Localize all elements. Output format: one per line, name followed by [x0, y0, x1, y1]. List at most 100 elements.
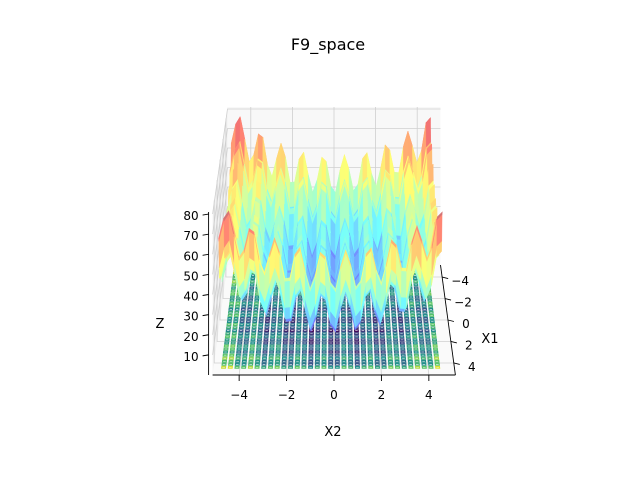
contour-ring [413, 350, 419, 354]
contour-ring [373, 341, 379, 345]
contour-ring [250, 277, 256, 281]
contour-ring [354, 362, 360, 366]
contour-ring [274, 362, 280, 366]
x1-tick-label: 2 [465, 338, 473, 352]
contour-ring [230, 289, 236, 293]
contour-ring [235, 298, 241, 302]
z-tick [202, 294, 209, 296]
contour-ring [398, 323, 404, 326]
contour-ring [277, 326, 283, 330]
contour-ring [289, 335, 295, 339]
contour-ring [264, 329, 270, 333]
contour-ring [259, 307, 265, 311]
contour-ring [248, 353, 255, 357]
contour-ring [296, 317, 302, 320]
contour-ring [425, 341, 431, 345]
contour-ring [385, 320, 391, 323]
contour-ring [282, 347, 288, 351]
contour-ring [276, 332, 282, 336]
contour-ring [417, 326, 423, 330]
contour-ring [308, 338, 314, 342]
contour-ring [341, 314, 346, 317]
contour-ring [254, 298, 260, 302]
contour-ring [238, 332, 244, 336]
contour-ring [334, 362, 340, 366]
contour-ring [264, 326, 270, 330]
contour-ring [390, 304, 396, 308]
contour-ring [428, 304, 434, 308]
contour-ring [241, 304, 247, 308]
contour-ring [423, 320, 429, 323]
contour-ring [347, 335, 353, 339]
contour-ring [295, 347, 301, 351]
z-gridline [212, 108, 441, 215]
x1-tick-label: −2 [454, 296, 472, 310]
contour-ring [223, 344, 230, 348]
contour-ring [229, 353, 235, 357]
contour-ring [328, 329, 334, 333]
contour-ring [384, 310, 390, 314]
contour-ring [228, 304, 234, 308]
contour-ring [252, 320, 258, 323]
contour-ring [348, 365, 354, 369]
z-tick-label: 10 [183, 350, 198, 364]
contour-ring [250, 274, 256, 278]
x1-tick-label: −4 [451, 274, 469, 288]
contour-ring [232, 323, 238, 326]
contour-ring [269, 338, 275, 342]
contour-ring [249, 280, 255, 284]
contour-ring [247, 365, 254, 369]
contour-ring [240, 310, 246, 314]
contour-ring [360, 320, 365, 323]
contour-ring [334, 332, 340, 336]
contour-ring [348, 359, 354, 363]
contour-ring [289, 347, 294, 351]
contour-ring [243, 338, 250, 342]
x1-gridline [222, 139, 445, 299]
contour-ring [391, 320, 397, 323]
contour-ring [341, 304, 346, 308]
contour-ring [361, 350, 366, 354]
contour-ring [288, 362, 294, 366]
contour-ring [414, 292, 420, 296]
surface-facet [320, 254, 326, 287]
contour-ring [340, 310, 346, 314]
contour-ring [381, 362, 387, 366]
contour-ring [257, 329, 263, 333]
contour-ring [400, 356, 407, 360]
contour-ring [412, 277, 418, 281]
contour-ring [234, 307, 240, 311]
contour-ring [361, 359, 367, 363]
contour-ring [261, 362, 267, 366]
surface-facet [288, 228, 294, 247]
z-tick-label: 80 [183, 209, 198, 223]
contour-ring [391, 323, 397, 326]
contour-ring [385, 323, 391, 326]
contour-ring [315, 344, 321, 348]
contour-ring [271, 320, 277, 323]
contour-ring [409, 304, 415, 308]
contour-ring [373, 338, 379, 342]
contour-ring [361, 365, 367, 369]
contour-ring [419, 341, 425, 345]
contour-ring [410, 314, 416, 317]
contour-ring [255, 359, 261, 363]
contour-ring [341, 365, 347, 369]
contour-ring [374, 353, 380, 357]
contour-ring [302, 341, 308, 345]
contour-ring [354, 359, 360, 363]
contour-ring [295, 335, 301, 339]
contour-ring [277, 320, 283, 323]
contour-ring [434, 362, 440, 366]
x1-tick [447, 319, 455, 322]
contour-ring [321, 359, 327, 363]
contour-ring [308, 353, 314, 357]
contour-ring [428, 365, 434, 369]
contour-ring [404, 317, 410, 320]
contour-ring [429, 320, 435, 323]
contour-ring [301, 362, 307, 366]
contour-ring [410, 320, 416, 323]
contour-ring [297, 301, 303, 305]
contour-ring [404, 326, 410, 330]
contour-ring [366, 317, 372, 320]
